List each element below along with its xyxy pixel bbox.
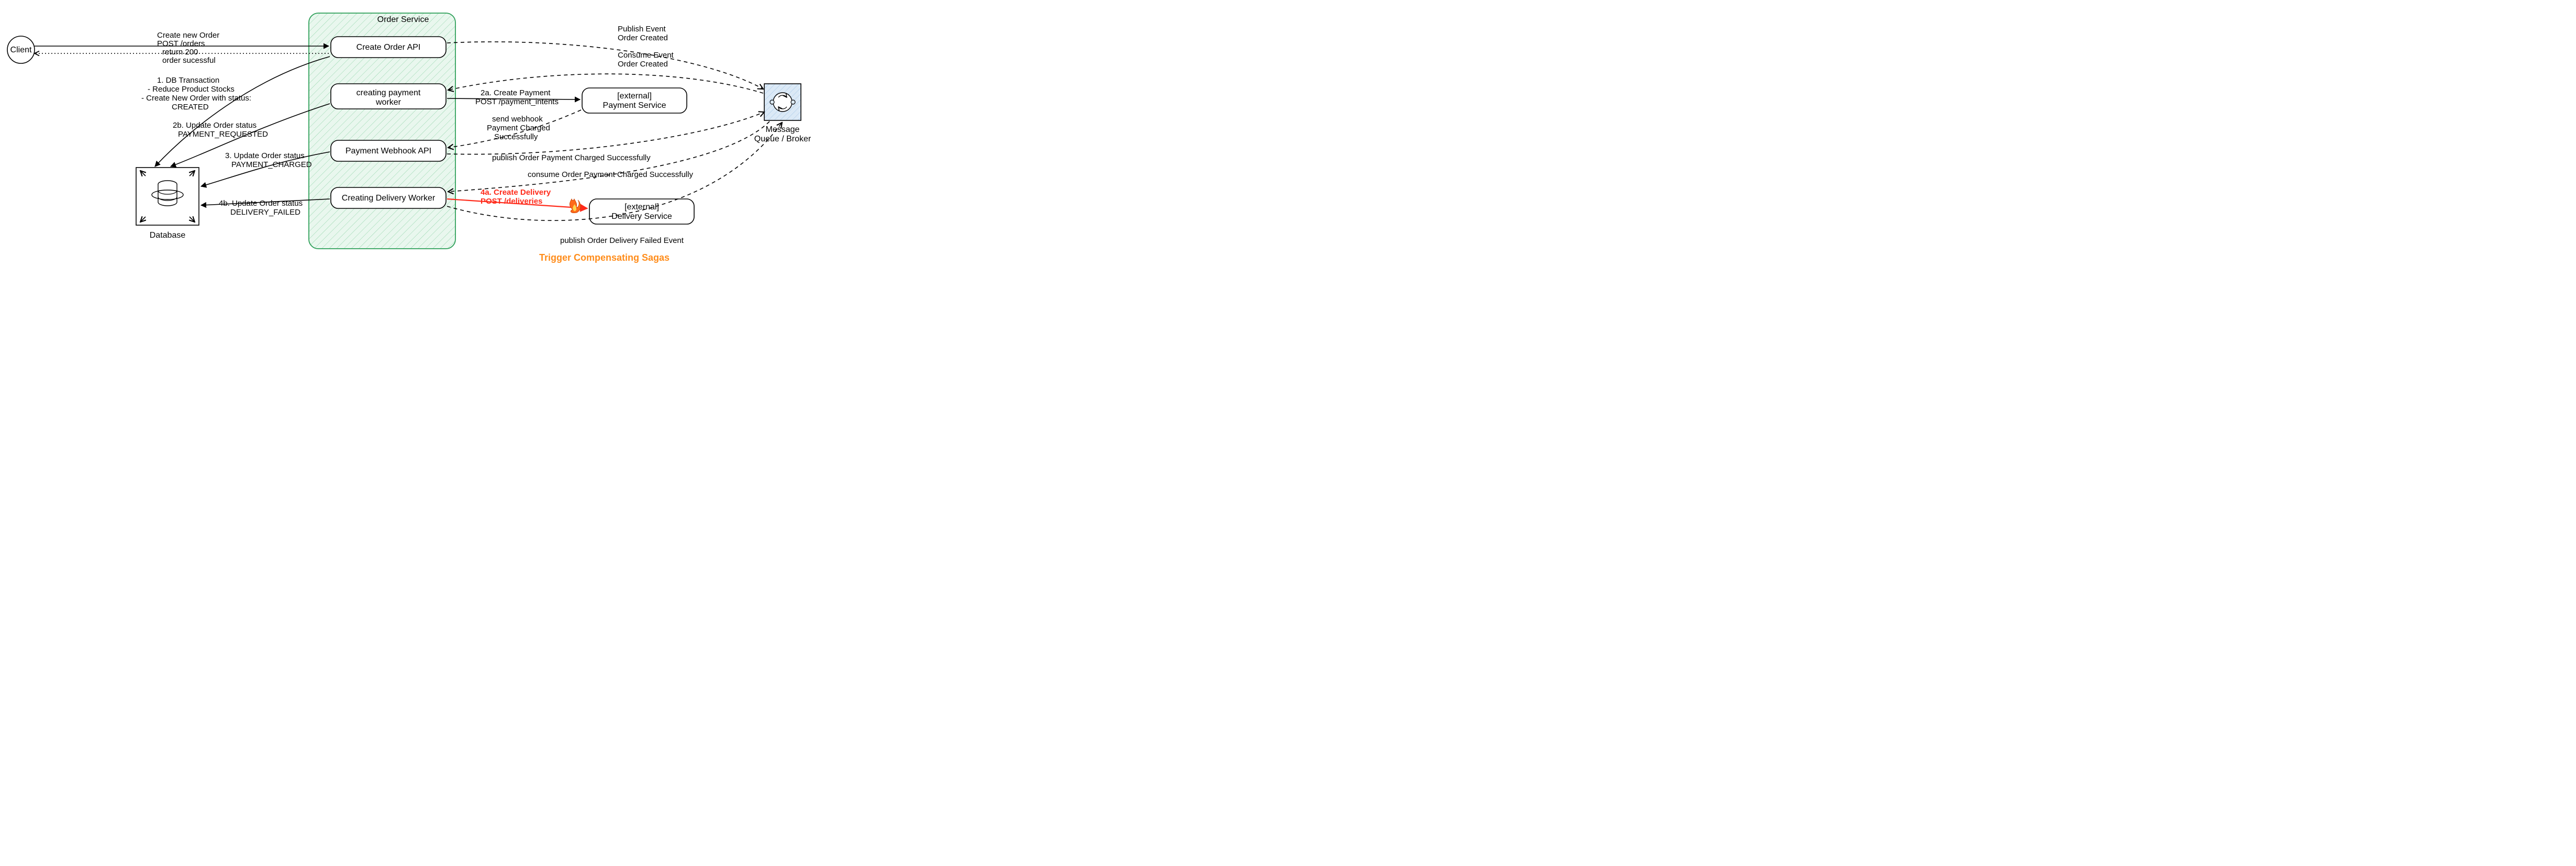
e8-l2: POST /payment_intents <box>475 97 559 106</box>
create-order-api-label: Create Order API <box>356 43 421 52</box>
e4-l2: PAYMENT_CHARGED <box>231 160 312 169</box>
e5-l1: 4b. Update Order status <box>219 199 303 208</box>
database-node: Database <box>136 168 199 240</box>
delivery-service-label-2: Delivery Service <box>611 212 672 221</box>
payment-service-label-2: Payment Service <box>603 101 666 110</box>
trigger-sagas-label: Trigger Compensating Sagas <box>539 252 670 263</box>
e3-l2: PAYMENT_REQUESTED <box>178 130 268 139</box>
order-service-label: Order Service <box>377 15 429 24</box>
e3-l1: 2b. Update Order status <box>173 121 257 130</box>
payment-service-label-1: [external] <box>617 92 652 101</box>
e10-l1: publish Order Payment Charged Successful… <box>492 153 651 162</box>
database-label: Database <box>150 231 186 240</box>
mq-label-1: Message <box>766 125 800 134</box>
e9-l1: send webhook <box>492 115 543 124</box>
e2-l1: 1. DB Transaction <box>157 76 219 85</box>
saga-diagram: Order Service Client Database Create Ord… <box>0 0 811 272</box>
client-label: Client <box>10 46 32 54</box>
e12-l1: 4a. Create Delivery <box>481 188 551 197</box>
e2-l2: - Reduce Product Stocks <box>148 85 235 94</box>
edge-api-to-db <box>155 57 330 166</box>
e11-l1: consume Order Payment Charged Successful… <box>528 170 693 179</box>
e1-l3: return 200 <box>162 48 198 57</box>
e6-l1: Publish Event <box>618 25 666 34</box>
e2-l3: - Create New Order with status: <box>141 94 251 103</box>
creating-payment-worker-label-2: worker <box>375 98 402 107</box>
e2-l4: CREATED <box>172 103 209 112</box>
e1-l2: POST /orders <box>157 39 205 48</box>
e1-l1: Create new Order <box>157 31 219 40</box>
e9-l3: Successfully <box>494 132 538 141</box>
creating-delivery-worker-label: Creating Delivery Worker <box>342 194 436 203</box>
e12-l2: POST /deliveries <box>481 197 542 206</box>
e1-l4: order sucessful <box>162 56 216 65</box>
payment-webhook-api-label: Payment Webhook API <box>345 147 431 156</box>
e6-l2: Order Created <box>618 34 668 42</box>
e13-l1: publish Order Delivery Failed Event <box>560 236 684 245</box>
mq-label-2: Queue / Broker <box>754 135 811 143</box>
e7-l2: Order Created <box>618 60 668 69</box>
e8-l1: 2a. Create Payment <box>481 88 551 97</box>
creating-payment-worker-label-1: creating payment <box>356 88 421 97</box>
e4-l1: 3. Update Order status <box>225 151 305 160</box>
e7-l1: Consume Event <box>618 51 674 60</box>
e5-l2: DELIVERY_FAILED <box>230 208 300 217</box>
delivery-service-label-1: [external] <box>625 203 659 212</box>
e9-l2: Payment Charged <box>487 124 550 132</box>
fire-icon <box>570 199 581 213</box>
